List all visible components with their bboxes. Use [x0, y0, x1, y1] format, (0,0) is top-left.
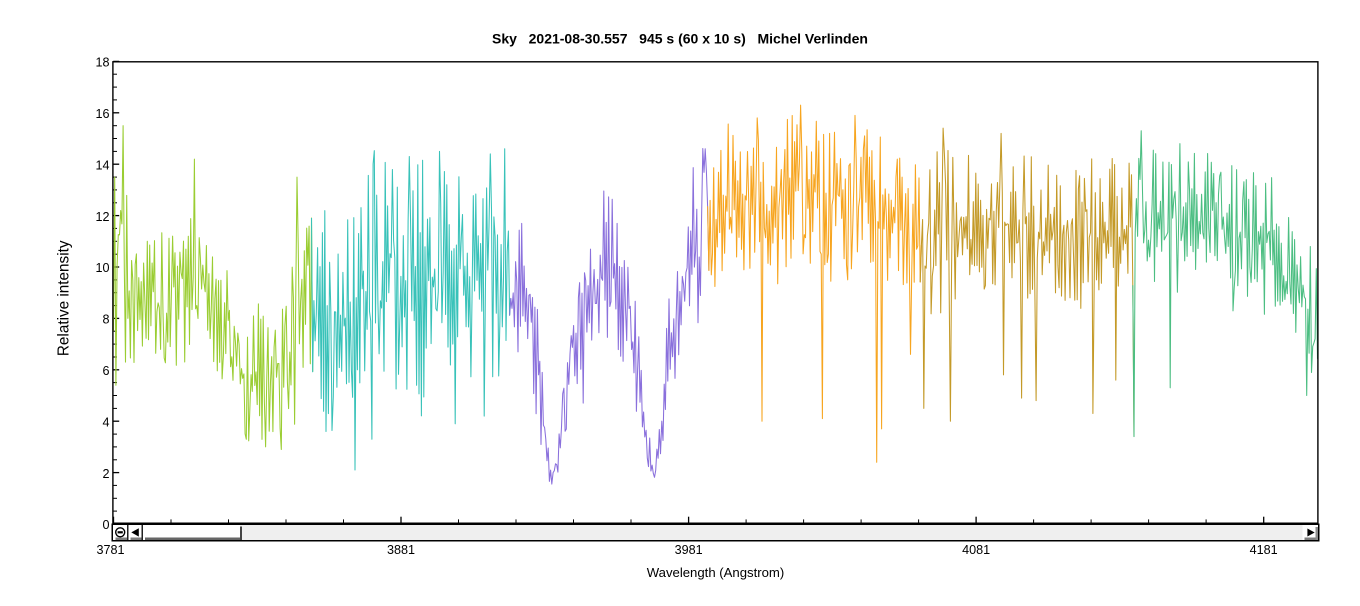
svg-text:12: 12: [95, 210, 109, 224]
svg-text:4181: 4181: [1250, 543, 1278, 557]
svg-text:0: 0: [102, 518, 109, 532]
svg-text:3781: 3781: [96, 543, 124, 557]
svg-text:2: 2: [102, 467, 109, 481]
svg-text:14: 14: [95, 158, 109, 172]
svg-text:6: 6: [102, 364, 109, 378]
svg-text:10: 10: [95, 261, 109, 275]
svg-text:16: 16: [95, 107, 109, 121]
svg-text:Wavelength (Angstrom): Wavelength (Angstrom): [647, 565, 785, 580]
svg-text:3881: 3881: [387, 543, 415, 557]
svg-text:4081: 4081: [962, 543, 990, 557]
svg-text:4: 4: [102, 415, 109, 429]
svg-text:8: 8: [102, 313, 109, 327]
svg-text:3981: 3981: [675, 543, 703, 557]
svg-text:Relative intensity: Relative intensity: [55, 240, 72, 356]
svg-text:Sky 2021-08-30.557 945 s (: Sky 2021-08-30.557 945 s (60 x 10 s) Mic…: [492, 31, 868, 47]
svg-text:18: 18: [95, 56, 109, 70]
